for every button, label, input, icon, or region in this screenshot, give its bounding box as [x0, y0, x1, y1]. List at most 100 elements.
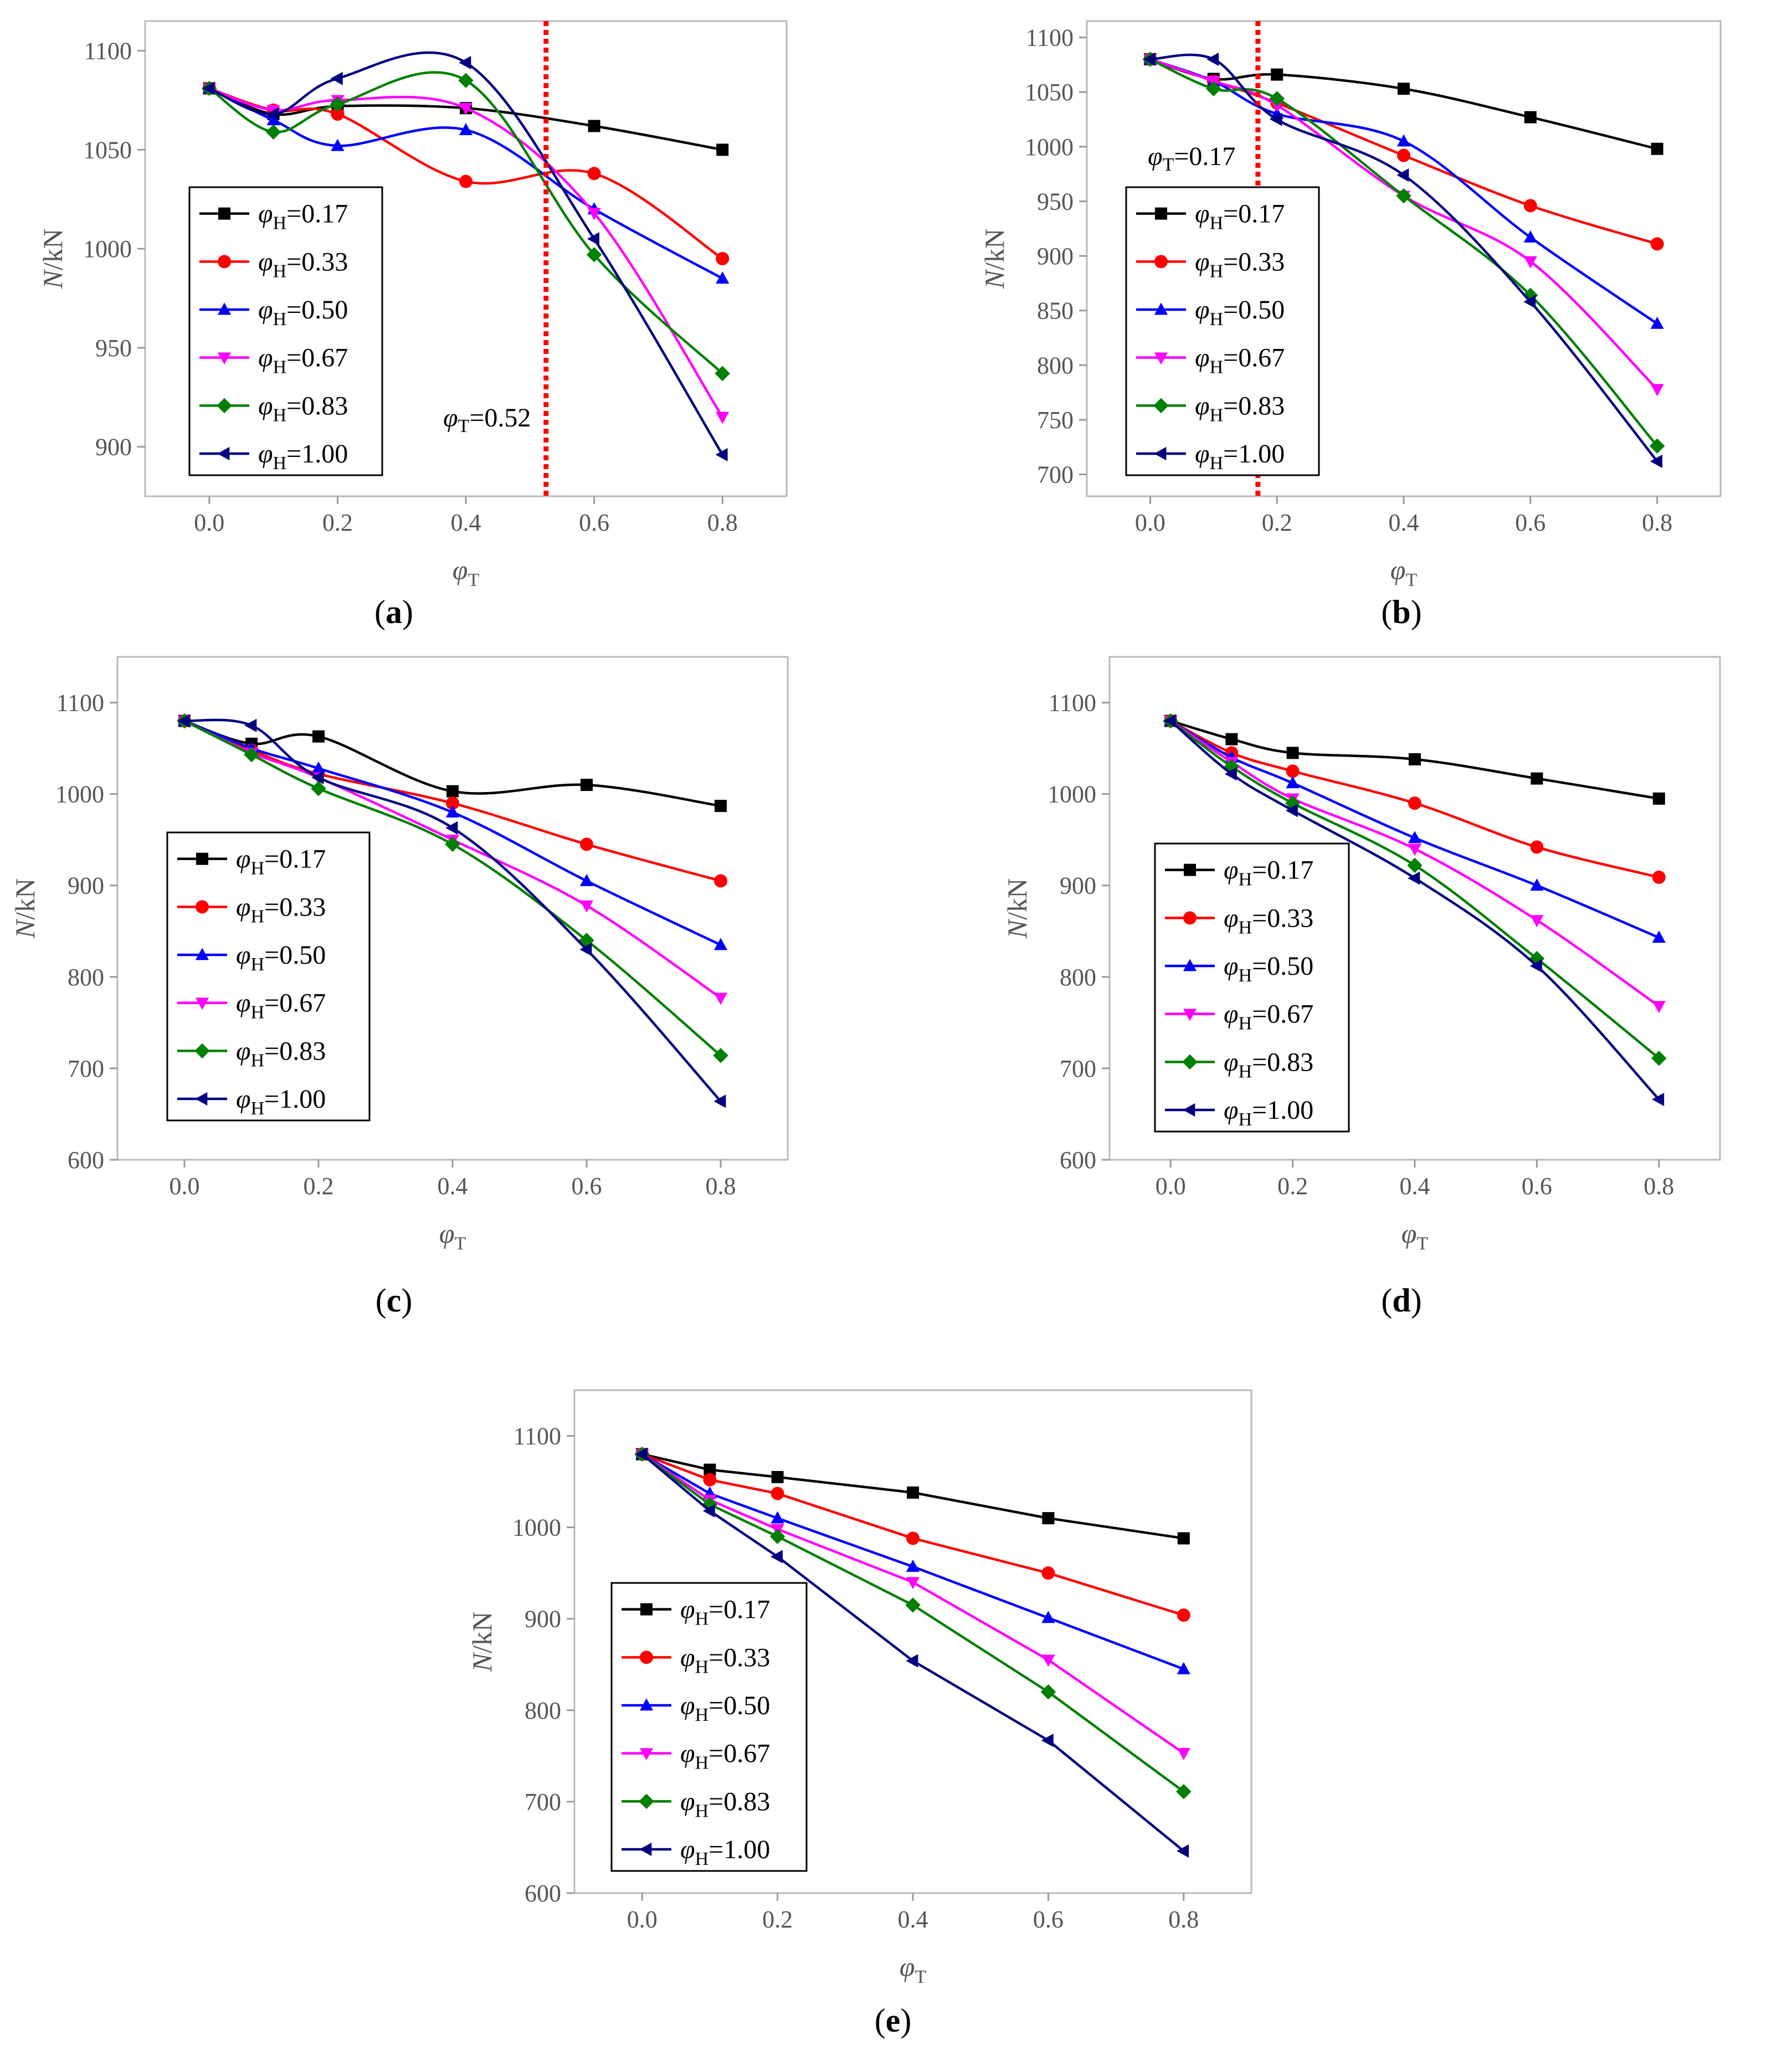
data-point	[1206, 81, 1221, 97]
data-point	[580, 837, 593, 851]
data-point	[771, 1487, 784, 1500]
data-point	[445, 836, 460, 852]
x-axis-label: φT	[453, 554, 480, 590]
legend-label: φH=0.33	[680, 1643, 770, 1677]
legend-symbol: φ	[1224, 903, 1239, 933]
data-point	[1529, 959, 1542, 973]
legend-symbol: φ	[1195, 391, 1210, 420]
legend-equals: =	[1223, 199, 1238, 229]
data-point	[702, 1504, 715, 1518]
y-tick-label: 850	[1037, 297, 1074, 325]
data-point	[1398, 83, 1410, 95]
legend-symbol: φ	[258, 439, 273, 469]
data-point	[713, 1048, 728, 1063]
legend: φH=0.17φH=0.33φH=0.50φH=0.67φH=0.83φH=1.…	[610, 1582, 808, 1872]
legend-symbol: φ	[258, 295, 273, 325]
threshold-label: φT=0.17	[1148, 142, 1235, 175]
data-point	[1650, 237, 1664, 251]
legend-label: φH=0.50	[1224, 952, 1313, 986]
data-point	[1650, 384, 1664, 397]
y-axis-label: N/kN	[37, 229, 68, 289]
legend-subscript: H	[1239, 1109, 1252, 1130]
square-icon	[1184, 863, 1196, 876]
legend-subscript: H	[1210, 261, 1224, 281]
legend-value: 0.67	[279, 989, 326, 1018]
legend-symbol: φ	[1224, 856, 1239, 885]
data-point	[769, 1529, 785, 1544]
threshold-label: φT=0.52	[443, 403, 531, 436]
threshold-symbol: φ	[1148, 142, 1163, 171]
y-tick-label: 1000	[1048, 781, 1096, 808]
legend-label: φH=0.17	[258, 199, 348, 234]
series-1.00	[1163, 714, 1665, 1107]
legend-symbol: φ	[258, 391, 273, 420]
legend-equals: =	[1252, 903, 1267, 933]
legend-label: φH=0.33	[1224, 903, 1313, 938]
legend-subscript: H	[695, 1609, 709, 1629]
x-tick-label: 0.2	[1262, 509, 1292, 536]
data-point	[311, 761, 326, 774]
legend-equals: =	[264, 845, 279, 874]
legend-label: φH=1.00	[680, 1835, 770, 1869]
legend-label: φH=0.50	[258, 295, 348, 330]
x-tick-label: 0.6	[1033, 1906, 1064, 1933]
data-point	[1271, 68, 1283, 81]
legend-symbol: φ	[258, 247, 273, 276]
circle-icon	[1154, 255, 1168, 269]
threshold-subscript: T	[458, 416, 470, 436]
x-axis-subscript: T	[915, 1967, 926, 1987]
legend-equals: =	[1252, 1096, 1267, 1125]
y-axis-label: N/kN	[1002, 878, 1033, 939]
x-tick-label: 0.2	[1277, 1173, 1308, 1200]
x-axis-symbol: φ	[1390, 554, 1406, 585]
data-point	[331, 138, 345, 151]
legend-equals: =	[286, 439, 301, 469]
data-point	[330, 96, 346, 112]
legend-item: φH=0.83	[177, 1036, 326, 1071]
series-line	[641, 1453, 1184, 1617]
data-point	[1286, 747, 1299, 759]
legend-label: φH=0.33	[236, 892, 326, 927]
y-tick-label: 600	[525, 1880, 561, 1907]
legend-label: φH=1.00	[258, 439, 348, 474]
data-point	[587, 232, 599, 246]
legend-equals: =	[1252, 1000, 1267, 1029]
y-tick-label: 1000	[83, 235, 132, 263]
legend-value: 0.17	[279, 845, 326, 874]
x-axis-symbol: φ	[900, 1951, 915, 1982]
legend-subscript: H	[1239, 917, 1252, 938]
y-tick-label: 900	[95, 434, 132, 461]
circle-icon	[218, 255, 231, 269]
data-point	[579, 943, 592, 957]
legend-symbol: φ	[258, 343, 273, 373]
y-tick-label: 1000	[55, 781, 104, 808]
legend-value: 0.67	[1267, 1000, 1313, 1029]
legend-equals: =	[1223, 343, 1238, 373]
data-point	[906, 1654, 918, 1668]
panel-caption: (b)	[1381, 594, 1421, 630]
y-axis-label: N/kN	[9, 878, 40, 939]
data-point	[1652, 870, 1666, 884]
data-point	[446, 785, 459, 798]
legend-symbol: φ	[1224, 1047, 1239, 1077]
data-point	[265, 124, 281, 140]
x-tick-label: 0.4	[438, 1173, 468, 1200]
data-point	[716, 271, 730, 284]
chart-panel-c: 0.0 0.2 0.4 0.6 0.860070080090010001100φTN/k…	[9, 656, 789, 1319]
y-axis-label-n: N	[466, 1652, 497, 1672]
y-tick-label: 750	[1037, 407, 1074, 434]
series-line	[208, 87, 723, 151]
triangle-left-icon	[1154, 446, 1167, 461]
legend-item: φH=1.00	[177, 1084, 326, 1119]
triangle-left-icon	[639, 1842, 652, 1857]
legend-subscript: H	[273, 261, 287, 281]
legend-label: φH=0.50	[1195, 295, 1285, 330]
data-point	[716, 252, 730, 265]
legend-equals: =	[1252, 1047, 1267, 1077]
diamond-icon	[194, 1043, 210, 1059]
legend-item: φH=0.33	[622, 1643, 770, 1677]
legend-label: φH=0.83	[258, 391, 348, 425]
triangle-down-icon	[639, 1748, 654, 1761]
legend-subscript: H	[273, 309, 287, 330]
legend-value: 0.83	[1238, 391, 1285, 420]
